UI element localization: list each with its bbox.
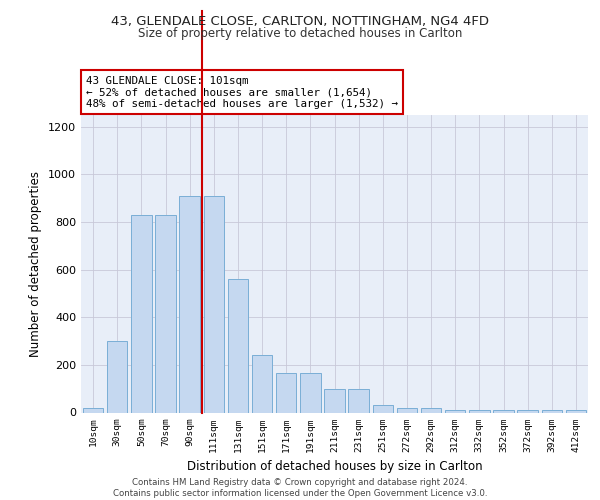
Bar [493, 410, 514, 412]
Bar [252, 356, 272, 412]
Bar [107, 341, 127, 412]
Text: Size of property relative to detached houses in Carlton: Size of property relative to detached ho… [138, 28, 462, 40]
Bar [300, 373, 320, 412]
Bar [155, 215, 176, 412]
Bar [349, 388, 369, 412]
Bar [373, 406, 393, 412]
Bar [131, 215, 152, 412]
Y-axis label: Number of detached properties: Number of detached properties [29, 171, 43, 357]
Bar [469, 410, 490, 412]
Bar [445, 410, 466, 412]
Bar [83, 408, 103, 412]
X-axis label: Distribution of detached houses by size in Carlton: Distribution of detached houses by size … [187, 460, 482, 473]
Bar [421, 408, 442, 412]
Bar [397, 408, 417, 412]
Text: Contains HM Land Registry data © Crown copyright and database right 2024.
Contai: Contains HM Land Registry data © Crown c… [113, 478, 487, 498]
Bar [227, 279, 248, 412]
Text: 43, GLENDALE CLOSE, CARLTON, NOTTINGHAM, NG4 4FD: 43, GLENDALE CLOSE, CARLTON, NOTTINGHAM,… [111, 15, 489, 28]
Bar [566, 410, 586, 412]
Text: 43 GLENDALE CLOSE: 101sqm
← 52% of detached houses are smaller (1,654)
48% of se: 43 GLENDALE CLOSE: 101sqm ← 52% of detac… [86, 76, 398, 109]
Bar [203, 196, 224, 412]
Bar [179, 196, 200, 412]
Bar [324, 388, 345, 412]
Bar [517, 410, 538, 412]
Bar [542, 410, 562, 412]
Bar [276, 373, 296, 412]
